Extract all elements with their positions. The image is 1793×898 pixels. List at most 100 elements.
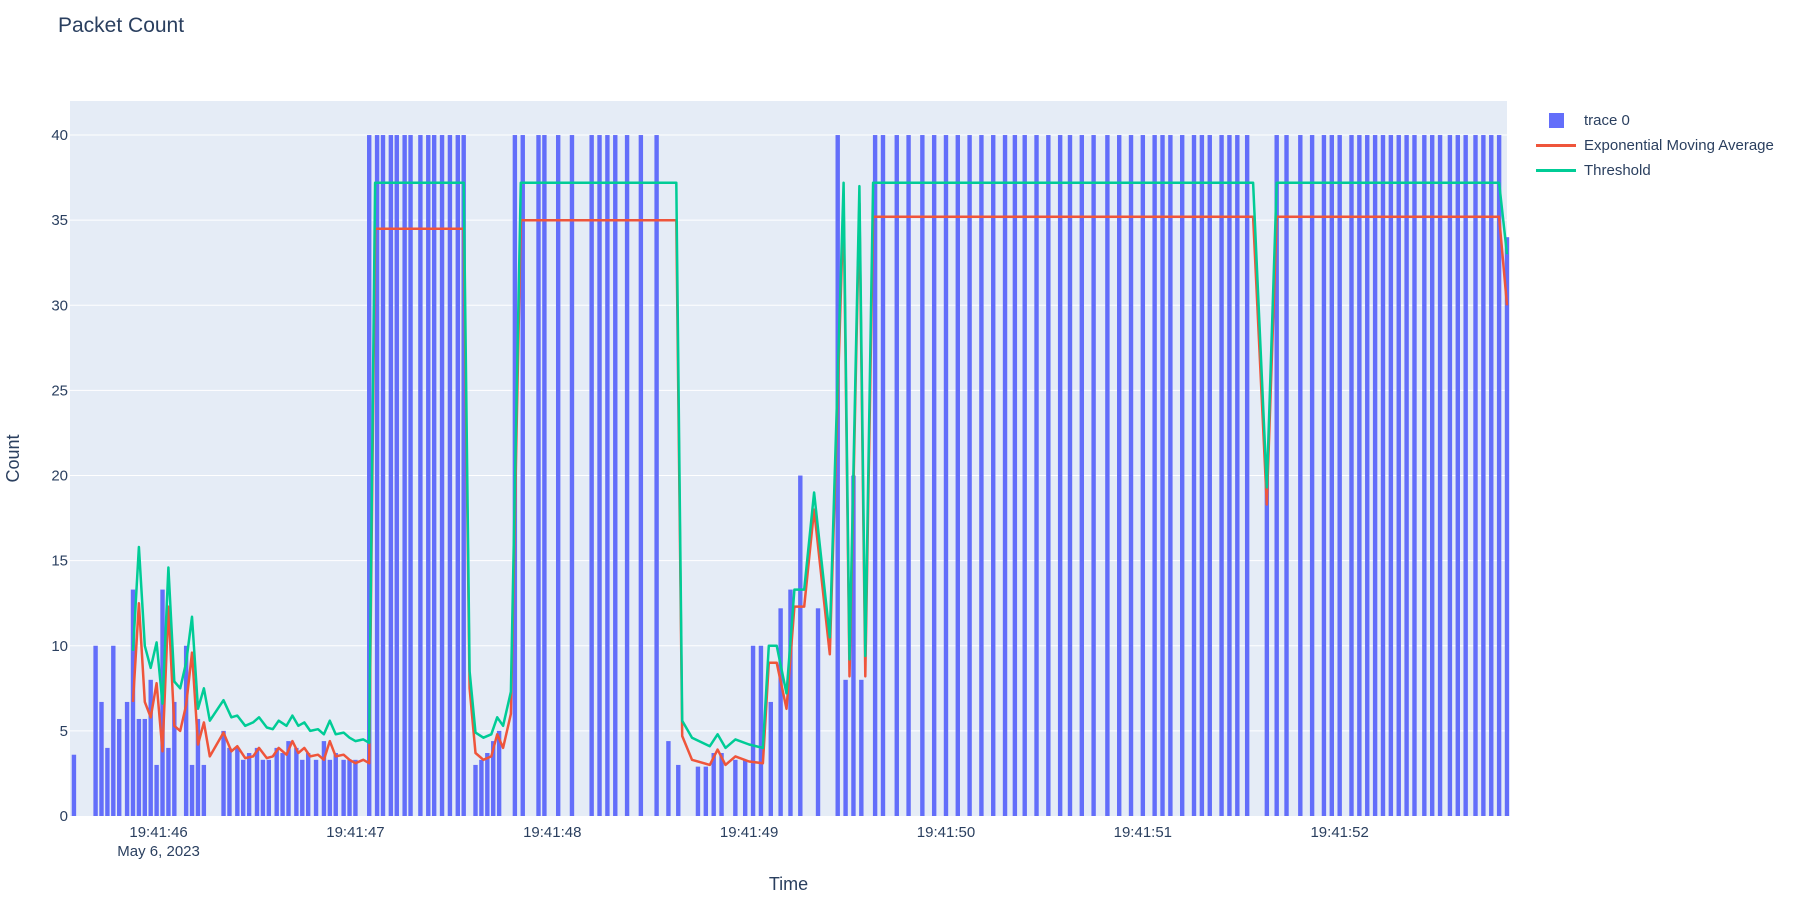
bar [1274, 135, 1279, 817]
bar [172, 701, 177, 816]
bar [920, 135, 925, 817]
bar [1337, 135, 1342, 817]
bar [613, 135, 618, 817]
bar [1284, 135, 1289, 817]
y-tick-label: 30 [51, 297, 68, 314]
bar [1067, 135, 1073, 817]
bar [569, 135, 575, 817]
bar [872, 135, 878, 817]
bar [843, 679, 848, 816]
bar [638, 135, 644, 817]
x-tick-sublabel: May 6, 2023 [117, 843, 200, 860]
x-axis-label: Time [769, 874, 808, 894]
bar [666, 741, 671, 816]
bar [750, 645, 756, 816]
bar [130, 589, 136, 816]
bar [148, 679, 153, 816]
bar [1002, 135, 1008, 817]
bar [321, 741, 327, 816]
bar [105, 747, 110, 816]
bar-series [71, 135, 1510, 817]
bar [967, 135, 972, 817]
legend-item-threshold[interactable]: Threshold [1536, 158, 1774, 183]
bar [473, 764, 478, 816]
bar [1207, 135, 1212, 817]
bar [1012, 135, 1018, 817]
bar [367, 135, 372, 817]
bar [1219, 135, 1224, 817]
bar [455, 135, 460, 817]
legend-item-trace-0[interactable]: trace 0 [1536, 108, 1774, 133]
legend-item-ema[interactable]: Exponential Moving Average [1536, 133, 1774, 158]
bar [1160, 135, 1165, 817]
bar [402, 135, 407, 817]
bar [241, 759, 246, 816]
bar [1357, 135, 1362, 817]
y-tick-label: 35 [51, 212, 68, 229]
bar [1091, 135, 1096, 817]
bar [1422, 135, 1427, 817]
y-axis-ticks: 0 5 10 15 20 25 30 35 40 [51, 127, 68, 825]
bar [943, 135, 949, 817]
x-tick-label: 19:41:48 [523, 824, 581, 841]
bar [931, 135, 937, 817]
line-swatch-icon [1536, 161, 1576, 181]
bar [496, 730, 502, 816]
y-tick-label: 10 [51, 638, 68, 655]
bar [1298, 135, 1303, 817]
bar [1496, 135, 1502, 817]
series-line-ema [131, 201, 1509, 767]
bar [991, 135, 996, 817]
bar [1244, 135, 1250, 817]
bar [1329, 135, 1335, 817]
bar [1447, 135, 1453, 817]
bar [461, 135, 466, 817]
bar [1321, 135, 1327, 817]
bar [1235, 135, 1240, 817]
x-tick-label: 19:41:49 [720, 824, 778, 841]
bar [341, 759, 346, 816]
bar [491, 741, 496, 816]
bar [597, 135, 602, 817]
bar [111, 645, 116, 816]
bar [695, 766, 701, 816]
bar [1168, 135, 1173, 817]
bar [624, 135, 630, 817]
bar [431, 135, 437, 817]
bar [408, 135, 413, 817]
bar [347, 759, 352, 816]
bar [439, 135, 445, 817]
bar [758, 645, 764, 816]
y-axis-label: Count [3, 434, 23, 482]
bar [1022, 135, 1027, 817]
bar [768, 701, 773, 816]
bar [294, 747, 299, 816]
bar [955, 135, 960, 817]
bar [859, 679, 864, 816]
legend-label: trace 0 [1584, 112, 1630, 129]
bar [711, 753, 716, 816]
bar [1128, 135, 1134, 817]
bar [1481, 135, 1486, 817]
bar [117, 718, 122, 816]
bar [798, 475, 803, 816]
bar [426, 135, 431, 817]
bar [1372, 135, 1378, 817]
bar [1396, 135, 1401, 817]
bar [374, 135, 380, 817]
line-swatch-icon [1536, 136, 1576, 156]
x-tick-label: 19:41:46 [129, 824, 187, 841]
bar [835, 135, 840, 817]
bar [1504, 237, 1510, 816]
bar [605, 135, 610, 817]
bar [778, 608, 783, 816]
bar [520, 135, 525, 817]
bar [733, 759, 738, 816]
bar [142, 718, 148, 816]
bar [300, 759, 305, 816]
bar [485, 753, 490, 816]
x-axis-ticks: 19:41:46 May 6, 2023 19:41:47 19:41:48 19:41… [117, 824, 1369, 860]
bar [788, 589, 793, 816]
bar [1309, 135, 1315, 817]
bar [1227, 135, 1232, 817]
